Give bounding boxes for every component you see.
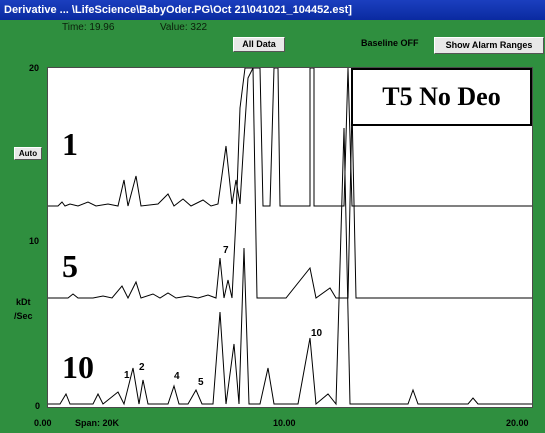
y-tick-20: 20 bbox=[29, 63, 40, 73]
peak-label-10: 10 bbox=[311, 328, 323, 339]
show-alarm-ranges-button[interactable]: Show Alarm Ranges bbox=[434, 37, 544, 54]
trace-10-line bbox=[48, 127, 532, 406]
peak-label-2: 2 bbox=[139, 362, 145, 373]
y-unit-line1: kDt bbox=[16, 297, 31, 307]
x-end-label: 20.00 bbox=[506, 418, 529, 428]
peak-label-5: 5 bbox=[198, 377, 204, 388]
peak-label-1: 1 bbox=[124, 370, 130, 381]
x-span-label: Span: 20K bbox=[75, 418, 120, 428]
chromatogram-svg bbox=[48, 68, 532, 406]
all-data-button[interactable]: All Data bbox=[233, 37, 285, 52]
y-tick-0: 0 bbox=[35, 401, 41, 411]
auto-scale-button[interactable]: Auto bbox=[14, 147, 42, 160]
value-readout: Value: 322 bbox=[160, 22, 208, 33]
trace-5-line bbox=[48, 68, 532, 300]
x-mid-label: 10.00 bbox=[273, 418, 296, 428]
window-title: Derivative ... \LifeScience\BabyOder.PG\… bbox=[0, 0, 545, 20]
y-tick-10: 10 bbox=[29, 236, 40, 246]
time-readout: Time: 19.96 bbox=[62, 22, 115, 33]
x-start-label: 0.00 bbox=[34, 418, 52, 428]
trace-1-line bbox=[48, 68, 532, 207]
baseline-status: Baseline OFF bbox=[361, 38, 419, 48]
info-toolbar: Time: 19.96 Value: 322 All Data Baseline… bbox=[0, 20, 545, 56]
peak-label-4: 4 bbox=[174, 371, 180, 382]
trace-label-1: 1 bbox=[62, 126, 78, 162]
sample-label-box: T5 No Deo bbox=[351, 68, 532, 126]
trace-label-5: 5 bbox=[62, 248, 78, 284]
y-unit-line2: /Sec bbox=[14, 311, 33, 321]
trace-label-10: 10 bbox=[62, 349, 94, 385]
peak-label-7: 7 bbox=[223, 245, 229, 256]
